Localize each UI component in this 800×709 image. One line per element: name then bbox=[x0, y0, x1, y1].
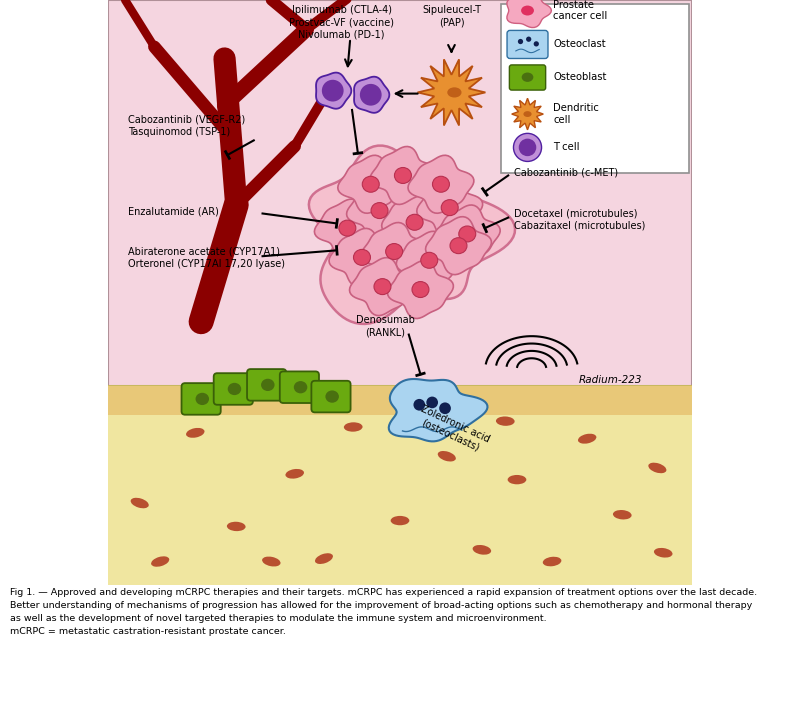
Ellipse shape bbox=[458, 226, 476, 242]
Polygon shape bbox=[361, 223, 427, 281]
Polygon shape bbox=[107, 0, 693, 585]
Ellipse shape bbox=[339, 220, 356, 236]
Text: Radium-223: Radium-223 bbox=[579, 375, 642, 385]
Polygon shape bbox=[338, 155, 404, 213]
Ellipse shape bbox=[315, 553, 333, 564]
Polygon shape bbox=[382, 194, 447, 251]
Ellipse shape bbox=[374, 279, 391, 295]
Ellipse shape bbox=[508, 475, 526, 484]
Ellipse shape bbox=[151, 557, 170, 566]
Polygon shape bbox=[426, 217, 491, 274]
Circle shape bbox=[426, 396, 438, 408]
Text: Docetaxel (microtubules)
Cabazitaxel (microtubules): Docetaxel (microtubules) Cabazitaxel (mi… bbox=[514, 208, 646, 230]
Polygon shape bbox=[316, 72, 351, 108]
Ellipse shape bbox=[371, 203, 388, 218]
Polygon shape bbox=[350, 257, 415, 316]
Polygon shape bbox=[512, 99, 543, 130]
Ellipse shape bbox=[130, 498, 149, 508]
Ellipse shape bbox=[386, 243, 402, 259]
FancyBboxPatch shape bbox=[182, 383, 221, 415]
Ellipse shape bbox=[344, 423, 362, 432]
Text: Fig 1. — Approved and developing mCRPC therapies and their targets. mCRPC has ex: Fig 1. — Approved and developing mCRPC t… bbox=[10, 588, 757, 636]
Ellipse shape bbox=[522, 72, 534, 82]
Ellipse shape bbox=[450, 238, 467, 254]
Ellipse shape bbox=[362, 177, 379, 192]
Circle shape bbox=[534, 41, 539, 47]
Polygon shape bbox=[389, 379, 487, 442]
Text: Cabozantinib (c-MET): Cabozantinib (c-MET) bbox=[514, 167, 618, 177]
FancyBboxPatch shape bbox=[510, 65, 546, 90]
Ellipse shape bbox=[542, 557, 562, 566]
Ellipse shape bbox=[261, 379, 274, 391]
Text: Denosumab
(RANKL): Denosumab (RANKL) bbox=[356, 315, 415, 337]
Ellipse shape bbox=[186, 428, 205, 437]
Circle shape bbox=[518, 39, 523, 44]
Ellipse shape bbox=[473, 545, 491, 554]
Polygon shape bbox=[354, 77, 390, 113]
FancyBboxPatch shape bbox=[280, 372, 319, 403]
Ellipse shape bbox=[523, 111, 532, 117]
Ellipse shape bbox=[521, 6, 534, 16]
Ellipse shape bbox=[496, 416, 514, 426]
Ellipse shape bbox=[227, 522, 246, 531]
Polygon shape bbox=[396, 231, 462, 289]
Circle shape bbox=[360, 84, 382, 106]
Ellipse shape bbox=[390, 516, 410, 525]
Polygon shape bbox=[507, 0, 551, 28]
Polygon shape bbox=[387, 261, 454, 318]
Ellipse shape bbox=[447, 87, 462, 98]
Polygon shape bbox=[370, 147, 436, 204]
Polygon shape bbox=[434, 205, 500, 263]
Polygon shape bbox=[417, 179, 482, 237]
Ellipse shape bbox=[394, 167, 411, 184]
Polygon shape bbox=[346, 182, 412, 240]
Text: Ipilimumab (CTLA-4)
Prostvac-VF (vaccine)
Nivolumab (PD-1): Ipilimumab (CTLA-4) Prostvac-VF (vaccine… bbox=[289, 5, 394, 40]
Circle shape bbox=[526, 37, 531, 42]
Circle shape bbox=[518, 139, 536, 156]
Text: T cell: T cell bbox=[554, 143, 580, 152]
Ellipse shape bbox=[648, 463, 666, 473]
Circle shape bbox=[322, 80, 344, 101]
Ellipse shape bbox=[286, 469, 304, 479]
Text: Cabozantinib (VEGF-R2)
Tasquinomod (TSP-1): Cabozantinib (VEGF-R2) Tasquinomod (TSP-… bbox=[128, 115, 246, 137]
Ellipse shape bbox=[406, 214, 423, 230]
Ellipse shape bbox=[578, 434, 596, 444]
Text: Zoledronic acid
(osteoclasts): Zoledronic acid (osteoclasts) bbox=[414, 404, 491, 456]
Ellipse shape bbox=[438, 451, 456, 462]
Ellipse shape bbox=[354, 250, 370, 265]
Text: Osteoblast: Osteoblast bbox=[554, 72, 606, 82]
Polygon shape bbox=[107, 386, 693, 415]
FancyBboxPatch shape bbox=[507, 30, 548, 59]
Ellipse shape bbox=[654, 548, 673, 557]
Ellipse shape bbox=[613, 510, 632, 520]
Circle shape bbox=[514, 133, 542, 162]
Ellipse shape bbox=[442, 200, 458, 216]
Ellipse shape bbox=[262, 557, 281, 566]
Polygon shape bbox=[329, 228, 395, 286]
Text: Prostate
cancer cell: Prostate cancer cell bbox=[554, 0, 607, 21]
Circle shape bbox=[414, 399, 425, 411]
Ellipse shape bbox=[433, 177, 450, 192]
Polygon shape bbox=[314, 199, 380, 257]
FancyBboxPatch shape bbox=[214, 373, 253, 405]
Ellipse shape bbox=[228, 383, 242, 395]
Circle shape bbox=[439, 403, 451, 414]
Polygon shape bbox=[408, 155, 474, 213]
Ellipse shape bbox=[294, 381, 307, 393]
Polygon shape bbox=[309, 145, 515, 324]
Text: Enzalutamide (AR): Enzalutamide (AR) bbox=[128, 207, 219, 217]
FancyBboxPatch shape bbox=[501, 4, 689, 172]
Polygon shape bbox=[418, 60, 486, 125]
Polygon shape bbox=[107, 386, 693, 585]
Ellipse shape bbox=[326, 391, 339, 403]
Text: Abiraterone acetate (CYP17A1)
Orteronel (CYP17AI 17,20 lyase): Abiraterone acetate (CYP17A1) Orteronel … bbox=[128, 246, 285, 269]
Text: Dendritic
cell: Dendritic cell bbox=[554, 104, 599, 125]
Text: Sipuleucel-T
(PAP): Sipuleucel-T (PAP) bbox=[422, 5, 481, 27]
Text: Osteoclast: Osteoclast bbox=[554, 39, 606, 49]
FancyBboxPatch shape bbox=[247, 369, 286, 401]
Ellipse shape bbox=[421, 252, 438, 268]
FancyBboxPatch shape bbox=[311, 381, 350, 413]
Ellipse shape bbox=[195, 393, 209, 405]
Ellipse shape bbox=[163, 404, 181, 415]
Ellipse shape bbox=[412, 281, 429, 298]
